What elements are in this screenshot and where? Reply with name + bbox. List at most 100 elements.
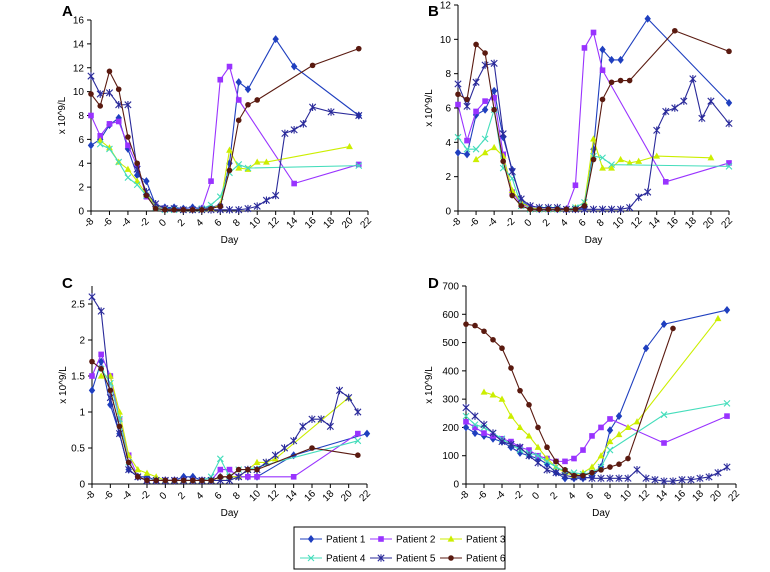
x-tick-label: -4 (493, 489, 507, 503)
data-point (543, 466, 551, 474)
data-point (189, 207, 196, 213)
data-point (508, 167, 516, 176)
data-point (97, 103, 104, 109)
data-point (272, 191, 280, 200)
data-point (244, 164, 252, 172)
x-tick-label: 2 (176, 217, 188, 229)
y-tick-label: 600 (442, 310, 459, 321)
data-point (345, 393, 353, 402)
data-point (726, 160, 732, 166)
data-point (498, 395, 506, 402)
data-point (115, 158, 123, 166)
data-point (244, 204, 252, 213)
data-point (508, 186, 516, 193)
data-point (599, 164, 606, 171)
data-point (517, 387, 523, 394)
data-point (598, 205, 607, 214)
data-point (96, 140, 104, 148)
y-tick-label: 700 (442, 282, 459, 293)
data-point (299, 422, 307, 431)
data-point (662, 179, 669, 185)
data-point (217, 76, 224, 83)
data-point (617, 55, 624, 64)
data-point (354, 437, 362, 445)
data-point (617, 77, 624, 84)
data-point (554, 206, 561, 213)
x-tick-label: 14 (285, 215, 301, 231)
y-tick-label: 2 (78, 183, 84, 194)
x-tick-label: 20 (701, 215, 717, 231)
y-axis-label: x 10^9/L (58, 366, 69, 404)
y-tick-label: 4 (445, 138, 451, 149)
data-point (633, 418, 641, 425)
data-point (581, 45, 588, 51)
data-point (500, 158, 506, 165)
series-patient-5 (454, 59, 733, 214)
data-point (642, 474, 650, 483)
x-tick-label: 12 (266, 215, 282, 231)
data-point (671, 104, 679, 112)
data-point (125, 465, 133, 474)
data-point (327, 108, 335, 116)
data-point (472, 322, 478, 329)
x-tick-label: -2 (138, 489, 152, 503)
data-point (723, 463, 731, 471)
x-tick-label: 2 (176, 490, 188, 502)
data-point (291, 180, 297, 187)
data-point (254, 97, 260, 103)
x-tick-label: -6 (101, 216, 115, 230)
data-point (235, 161, 243, 168)
data-point (254, 474, 260, 480)
x-tick-label: -8 (82, 216, 96, 230)
data-point (615, 430, 623, 438)
data-point (608, 164, 615, 171)
data-point (309, 445, 315, 451)
series-line (91, 352, 359, 481)
data-point (490, 86, 498, 95)
y-tick-label: 14 (73, 39, 85, 50)
x-tick-label: 4 (566, 490, 578, 502)
data-point (626, 77, 633, 84)
data-point (608, 55, 615, 64)
y-tick-label: 400 (442, 366, 459, 377)
data-point (516, 423, 524, 431)
data-point (454, 148, 462, 157)
data-point (473, 108, 479, 115)
data-point (98, 351, 104, 358)
legend-label: Patient 3 (466, 535, 506, 546)
data-point (462, 423, 470, 432)
x-tick-label: 18 (321, 215, 337, 231)
data-point (617, 155, 624, 163)
data-point (143, 192, 150, 199)
data-point (507, 440, 515, 449)
panel-label: C (62, 275, 73, 292)
legend-item-patient-2: Patient 2 (370, 535, 436, 546)
data-point (481, 105, 489, 114)
data-point (644, 14, 651, 23)
data-point (116, 423, 123, 430)
x-tick-label: 16 (672, 488, 688, 504)
data-point (253, 202, 261, 211)
data-point (615, 474, 623, 483)
data-point (472, 78, 480, 87)
data-point (180, 477, 187, 484)
data-point (144, 477, 150, 484)
data-point (517, 195, 525, 203)
data-point (162, 207, 168, 213)
data-point (580, 447, 586, 453)
x-axis-label: Day (221, 508, 239, 519)
data-point (88, 91, 94, 97)
data-point (660, 477, 668, 485)
x-tick-label: 14 (654, 488, 670, 504)
data-point (125, 142, 131, 149)
y-axis-label: x 10^9/L (424, 366, 435, 404)
legend-marker (377, 554, 385, 562)
data-point (244, 85, 252, 94)
data-point (115, 86, 122, 93)
data-point (526, 447, 532, 453)
data-point (480, 420, 488, 429)
data-point (235, 164, 243, 171)
